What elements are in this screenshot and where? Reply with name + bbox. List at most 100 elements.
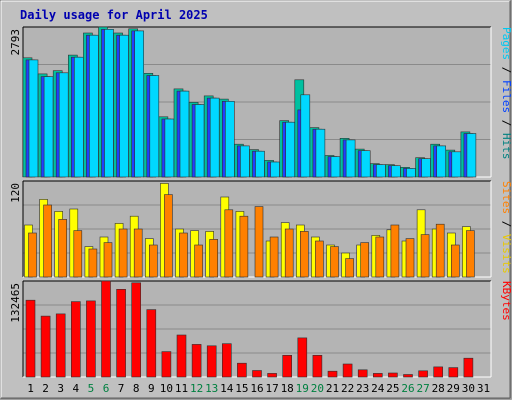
bar-top-pages-day-30 (466, 133, 477, 178)
x-axis-labels: 1 2 3 4 5 6 7 8 9 10 11 12 13 14 15 16 17 18 19 20 21 22 23 24 2… (27, 382, 490, 395)
bar-top-pages-day-18 (285, 121, 296, 178)
ylabel-part: / (500, 60, 512, 80)
x-tick-label-day-24: 24 (371, 382, 385, 395)
bar-bottom-kbytes-day-13 (206, 345, 217, 378)
bar-top-pages-day-3 (58, 72, 69, 178)
bar-top-pages-day-24 (375, 164, 386, 178)
max-label-middle: 120 (9, 183, 22, 203)
bar-top-pages-day-26 (406, 168, 416, 178)
bar-bottom-kbytes-day-9 (146, 309, 157, 378)
ylabel-part: / (500, 113, 512, 133)
bar-middle-sites-day-2 (43, 204, 52, 278)
bar-middle-sites-day-30 (466, 230, 475, 278)
x-tick-label-day-11: 11 (175, 382, 188, 395)
ylabel-middle: Sites / Visits (500, 181, 512, 274)
bar-bottom-kbytes-day-28 (433, 366, 444, 378)
bar-bottom-kbytes-day-6 (101, 280, 111, 378)
bar-bottom-kbytes-day-22 (342, 363, 353, 378)
bar-top-pages-day-13 (209, 97, 220, 178)
x-tick-label-day-25: 25 (386, 382, 399, 395)
bar-middle-sites-day-1 (28, 232, 37, 278)
bar-middle-sites-day-17 (269, 236, 279, 278)
bar-top-pages-day-8 (134, 30, 144, 178)
bar-top-pages-day-11 (179, 90, 190, 178)
x-tick-label-day-13: 13 (205, 382, 218, 395)
panel-top: 2793 Pages / Files / Hits (9, 26, 512, 178)
x-tick-label-day-16: 16 (250, 382, 263, 395)
bar-top-pages-day-15 (240, 145, 250, 178)
x-tick-label-day-19: 19 (296, 382, 309, 395)
bar-middle-sites-day-6 (103, 242, 113, 278)
bar-bottom-kbytes-day-30 (463, 357, 474, 378)
bar-top-pages-day-10 (164, 118, 175, 178)
x-tick-label-day-12: 12 (190, 382, 203, 395)
ylabel-top: Pages / Files / Hits (500, 27, 512, 160)
x-tick-label-day-1: 1 (27, 382, 34, 395)
max-label-top: 2793 (9, 29, 22, 56)
panel-bottom: 132465 KBytes (9, 280, 512, 378)
max-label-bottom: 132465 (9, 283, 22, 323)
bar-bottom-kbytes-day-5 (86, 300, 96, 378)
bar-top-pages-day-25 (391, 165, 401, 178)
bar-top-pages-day-28 (436, 145, 447, 178)
bar-bottom-kbytes-day-29 (448, 367, 459, 378)
x-tick-label-day-15: 15 (235, 382, 248, 395)
bar-top-pages-day-4 (74, 56, 84, 178)
chart-panels: 2793 Pages / Files / Hits 120 Sites / Visit… (9, 26, 512, 378)
x-tick-label-day-14: 14 (220, 382, 234, 395)
bar-top-pages-day-27 (421, 158, 431, 178)
bar-middle-sites-day-9 (149, 244, 158, 278)
x-tick-label-day-28: 28 (432, 382, 445, 395)
bar-middle-sites-day-13 (209, 239, 218, 278)
bar-middle-sites-day-7 (118, 228, 128, 278)
bar-middle-sites-day-15 (239, 215, 249, 278)
bar-middle-sites-day-23 (360, 242, 370, 278)
x-tick-label-day-21: 21 (326, 382, 339, 395)
bar-middle-sites-day-25 (390, 224, 400, 278)
bar-top-pages-day-14 (225, 101, 235, 178)
bar-middle-sites-day-14 (224, 209, 234, 278)
bar-bottom-kbytes-day-19 (297, 337, 308, 378)
ylabel-part: KBytes (500, 281, 512, 321)
bar-bottom-kbytes-day-2 (40, 315, 51, 378)
bar-top-pages-day-23 (360, 150, 371, 178)
x-tick-label-day-26: 26 (401, 382, 414, 395)
bar-middle-sites-day-12 (194, 244, 203, 278)
bar-bottom-kbytes-day-16 (252, 370, 262, 378)
ylabel-part: Files (500, 80, 512, 113)
x-tick-label-day-2: 2 (42, 382, 49, 395)
ylabel-part: / (500, 214, 512, 234)
x-tick-label-day-29: 29 (447, 382, 460, 395)
x-tick-label-day-31: 31 (477, 382, 490, 395)
ylabel-part: Pages (500, 27, 512, 60)
bar-middle-sites-day-24 (375, 236, 385, 278)
x-tick-label-day-30: 30 (462, 382, 475, 395)
ylabel-part: Visits (500, 234, 512, 274)
x-tick-label-day-5: 5 (88, 382, 95, 395)
panel-middle: 120 Sites / Visits (9, 180, 512, 278)
bar-bottom-kbytes-day-11 (176, 334, 187, 378)
bar-top-pages-day-12 (194, 104, 205, 178)
bar-middle-sites-day-19 (299, 231, 309, 278)
bar-bottom-kbytes-day-7 (116, 288, 126, 378)
x-tick-label-day-3: 3 (57, 382, 64, 395)
bar-middle-sites-day-28 (435, 223, 445, 278)
bar-top-pages-day-29 (451, 151, 462, 178)
bar-bottom-kbytes-day-12 (191, 344, 202, 378)
bar-middle-sites-day-4 (73, 230, 83, 278)
bar-top-pages-day-1 (28, 59, 39, 178)
bar-bottom-kbytes-day-24 (372, 373, 383, 378)
bar-bottom-kbytes-day-23 (357, 369, 368, 378)
bar-top-pages-day-19 (300, 94, 311, 178)
bar-middle-sites-day-20 (315, 240, 324, 278)
bar-middle-sites-day-29 (450, 244, 460, 278)
bar-middle-sites-day-22 (345, 258, 354, 278)
x-tick-label-day-8: 8 (133, 382, 140, 395)
bar-middle-sites-day-18 (284, 228, 294, 278)
bar-top-pages-day-6 (104, 28, 114, 178)
bar-top-pages-day-16 (255, 150, 265, 178)
bar-bottom-kbytes-day-3 (55, 313, 66, 378)
bar-top-pages-day-7 (119, 34, 129, 178)
ylabel-part: Sites (500, 181, 512, 214)
